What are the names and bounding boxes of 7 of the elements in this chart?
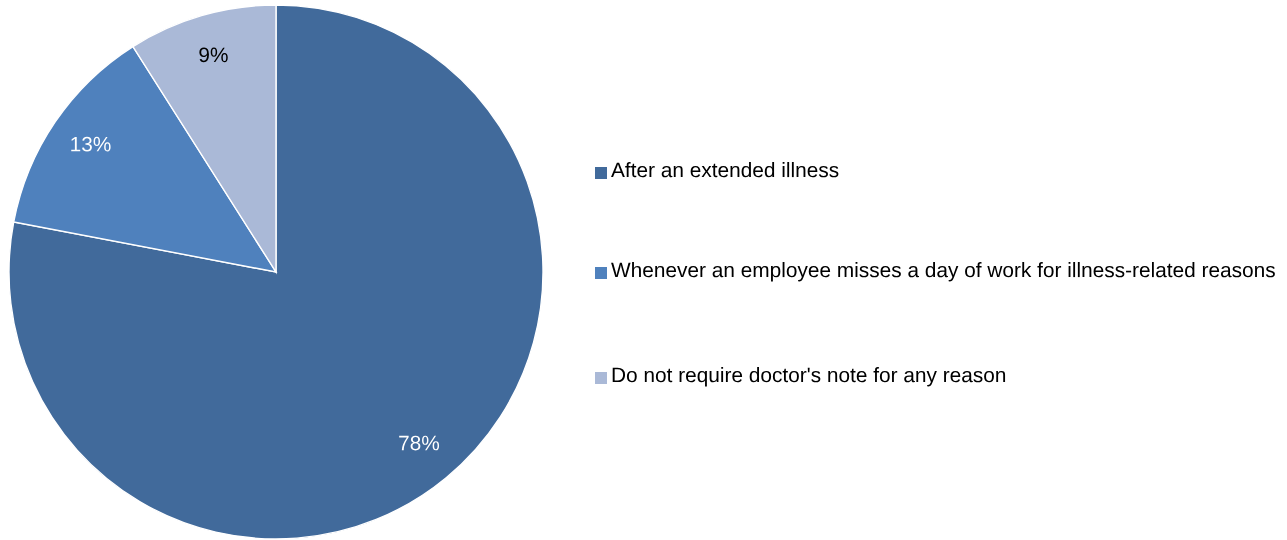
legend-label: Do not require doctor's note for any reason	[612, 367, 1006, 387]
data-label: 78%	[399, 435, 440, 451]
pie-slice	[8, 4, 544, 540]
legend-label: After an extended illness	[611, 162, 839, 178]
legend-label: Whenever an employee misses a day of work for illness-related reasons	[611, 262, 1275, 282]
data-label: 13%	[71, 136, 111, 152]
data-label: 9%	[199, 47, 228, 63]
